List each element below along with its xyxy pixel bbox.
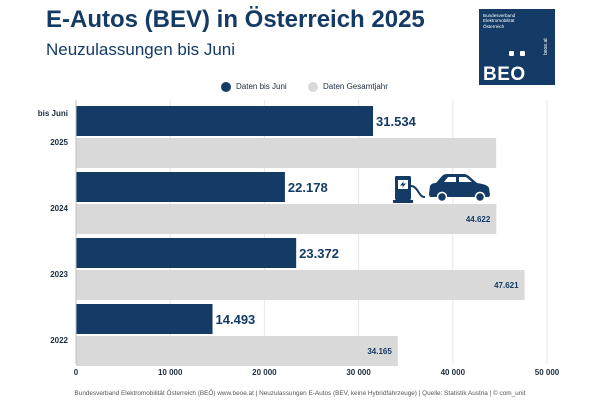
category-note: bis Juni: [38, 109, 68, 118]
legend-item-gesamtjahr: Daten Gesamtjahr: [308, 82, 388, 92]
legend-swatch-bis-juni: [221, 82, 231, 92]
chart-labels: 31.534 22.178 44.622 23.372 47.621 14.493 34.1…: [216, 114, 520, 356]
category-label: 2023: [50, 270, 68, 279]
legend-swatch-gesamtjahr: [308, 82, 318, 92]
logo-eyes: [509, 51, 527, 57]
ev-illustration: [393, 174, 490, 203]
legend-label-bis-juni: Daten bis Juni: [236, 82, 287, 92]
bar-gesamtjahr-2022: [76, 336, 398, 366]
x-tick-label: 20 000: [252, 368, 277, 377]
charging-station-icon: [393, 176, 426, 203]
x-tick-label: 40 000: [441, 368, 466, 377]
car-icon: [429, 174, 490, 203]
bar-gesamtjahr-2025: [76, 138, 497, 168]
value-label-bis-juni: 22.178: [288, 180, 328, 195]
category-label: 2022: [50, 336, 68, 345]
logo-name: BEO: [483, 64, 526, 85]
bar-gesamtjahr-2023: [76, 270, 525, 300]
x-tick-label: 10 000: [158, 368, 183, 377]
category-label: 2025: [50, 138, 68, 147]
beo-logo: Bundesverband Elektromobilität Österreic…: [479, 9, 555, 85]
x-tick-label: 30 000: [346, 368, 371, 377]
chart-bars: [76, 106, 525, 366]
chart-footer: Bundesverband Elektromobilität Österreic…: [74, 390, 526, 397]
bar-bis-juni-2023: [76, 238, 297, 268]
x-tick-label: 0: [74, 368, 79, 377]
chart-subtitle: Neuzulassungen bis Juni: [46, 40, 236, 59]
value-label-gesamtjahr: 44.622: [466, 215, 491, 224]
value-label-bis-juni: 23.372: [299, 246, 339, 261]
bar-bis-juni-2024: [76, 172, 285, 202]
category-label: 2024: [50, 204, 68, 213]
chart-axis: 0 10 000 20 000 30 000 40 000 50 000 2025 bis J…: [38, 100, 560, 377]
x-tick-label: 50 000: [535, 368, 560, 377]
chart-title: E-Autos (BEV) in Österreich 2025: [46, 6, 425, 33]
bar-bis-juni-2022: [76, 304, 213, 334]
logo-small-text: Bundesverband Elektromobilität Österreic…: [483, 13, 516, 29]
chart-legend: Daten bis Juni Daten Gesamtjahr: [0, 82, 600, 96]
value-label-bis-juni: 14.493: [216, 312, 256, 327]
legend-label-gesamtjahr: Daten Gesamtjahr: [323, 82, 388, 92]
bar-bis-juni-2025: [76, 106, 374, 136]
value-label-bis-juni: 31.534: [376, 114, 417, 129]
legend-item-bis-juni: Daten bis Juni: [221, 82, 287, 92]
value-label-gesamtjahr: 34.165: [367, 347, 392, 356]
bar-gesamtjahr-2024: [76, 204, 497, 234]
value-label-gesamtjahr: 47.621: [494, 281, 519, 290]
